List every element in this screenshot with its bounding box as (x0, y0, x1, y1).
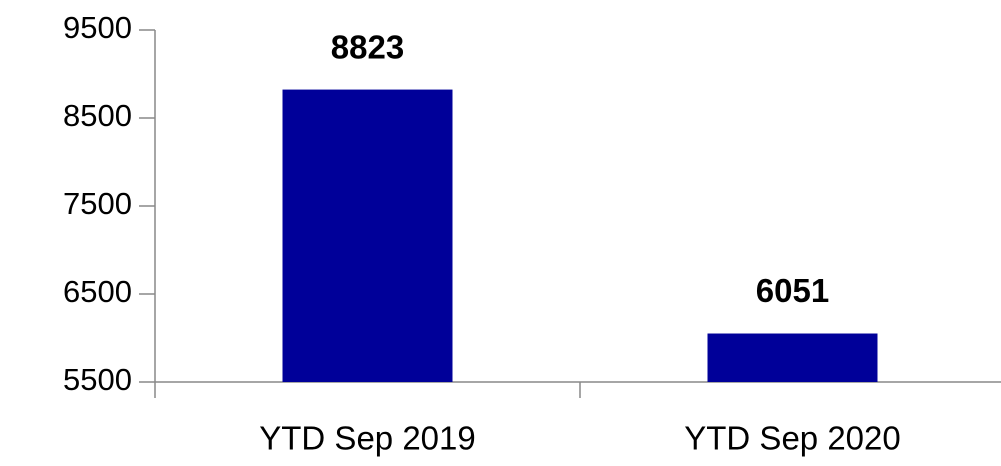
y-tick-label: 7500 (63, 186, 132, 221)
data-label: 6051 (756, 272, 829, 309)
bar (707, 333, 878, 382)
y-tick-label: 6500 (63, 274, 132, 309)
x-tick-label: YTD Sep 2019 (259, 420, 475, 457)
bar (282, 89, 453, 383)
y-tick-label: 8500 (63, 98, 132, 133)
x-tick-label: YTD Sep 2020 (684, 420, 900, 457)
y-tick-label: 9500 (63, 10, 132, 45)
y-tick-label: 5500 (63, 362, 132, 397)
data-label: 8823 (331, 28, 404, 65)
